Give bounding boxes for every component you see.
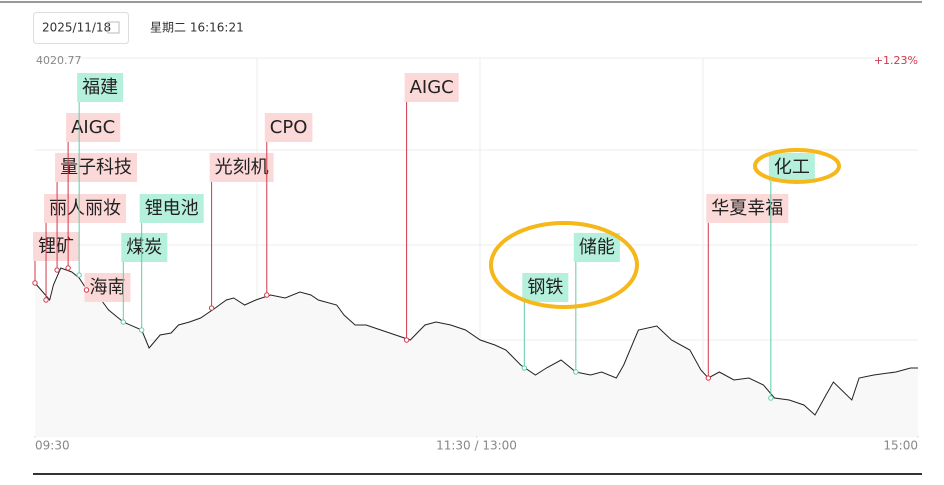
annotation-marker: [768, 395, 774, 401]
highlight-circle: [753, 148, 841, 184]
annotation-marker: [521, 365, 528, 371]
annotation-label: 量子科技: [60, 157, 132, 178]
annotation-label: 锂矿: [38, 236, 74, 257]
annotation-marker: [32, 280, 38, 286]
annotation-label: 福建: [82, 77, 118, 98]
annotation-label: 储能: [579, 237, 615, 258]
annotation-marker: [208, 305, 215, 311]
annotation-marker: [65, 265, 71, 271]
annotation-box: [44, 194, 127, 223]
date-picker[interactable]: [33, 12, 129, 44]
calendar-icon: [107, 21, 120, 34]
annotation-box: [139, 194, 204, 223]
annotation-box: [573, 233, 620, 262]
y2-tick-label: +1.23%: [874, 54, 918, 67]
price-line: [34, 267, 918, 416]
date: 2025/11/18: [42, 21, 111, 35]
annotation-label: CPO: [270, 117, 308, 138]
annotation-box: [77, 73, 124, 102]
annotation-label: 海南: [90, 277, 126, 298]
annotation-box: [264, 113, 313, 142]
annotation-box: [55, 153, 138, 182]
annotation-box: [404, 73, 459, 102]
annotation-marker: [403, 337, 410, 343]
annotation-label: AIGC: [71, 117, 115, 138]
annotation-marker: [83, 287, 90, 293]
annotation-box: [768, 153, 815, 182]
x-tick-label: 11:30 / 13:00: [436, 439, 517, 453]
area: [35, 268, 918, 436]
annotation-box: [706, 194, 789, 223]
annotation-label: 钢铁: [527, 277, 563, 298]
annotation-label: 光刻机: [215, 157, 269, 178]
annotation-label: AIGC: [410, 77, 454, 98]
x-tick-label: 09:30: [35, 439, 70, 453]
annotation-label: 化工: [774, 157, 810, 178]
annotation-marker: [120, 319, 127, 325]
annotation-box: [66, 113, 121, 142]
annotation-marker: [705, 375, 711, 381]
annotation-label: 华夏幸福: [711, 198, 783, 219]
annotation-marker: [264, 292, 270, 298]
annotation-label: 丽人丽妆: [49, 198, 121, 219]
annotation-marker: [573, 369, 579, 375]
annotation-marker: [43, 297, 49, 303]
annotation-box: [121, 233, 168, 262]
annotation-marker: [76, 272, 82, 278]
annotation-marker: [138, 327, 145, 333]
annotation-box: [33, 232, 79, 261]
annotation-box: [522, 273, 569, 302]
annotation-marker: [54, 267, 60, 273]
x-tick-label: 15:00: [883, 439, 918, 453]
annotation-box: [209, 153, 274, 182]
weekday-time: 星期二 16:16:21: [150, 21, 244, 35]
annotation-label: 锂电池: [145, 198, 199, 219]
y-tick-label: 4020.77: [36, 54, 82, 67]
highlight-circle: [489, 221, 639, 309]
annotation-label: 煤炭: [126, 237, 162, 258]
